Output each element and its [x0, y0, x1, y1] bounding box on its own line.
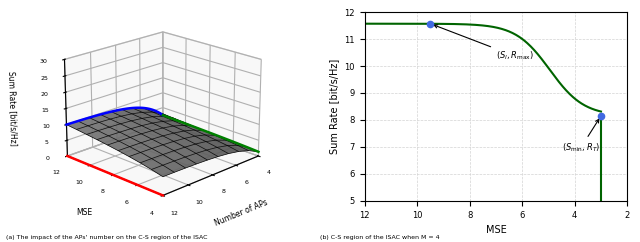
Text: $(S_{\min}, R_T)$: $(S_{\min}, R_T)$ — [562, 119, 600, 154]
Text: (a) The impact of the APs' number on the C-S region of the ISAC: (a) The impact of the APs' number on the… — [6, 234, 208, 240]
Y-axis label: MSE: MSE — [77, 208, 93, 218]
Y-axis label: Sum Rate [bit/s/Hz]: Sum Rate [bit/s/Hz] — [329, 59, 339, 154]
Text: $(S_l, R_{\max})$: $(S_l, R_{\max})$ — [434, 25, 534, 62]
X-axis label: Number of APs: Number of APs — [213, 198, 269, 228]
Text: (b) C-S region of the ISAC when M = 4: (b) C-S region of the ISAC when M = 4 — [320, 234, 440, 240]
X-axis label: MSE: MSE — [486, 225, 506, 235]
